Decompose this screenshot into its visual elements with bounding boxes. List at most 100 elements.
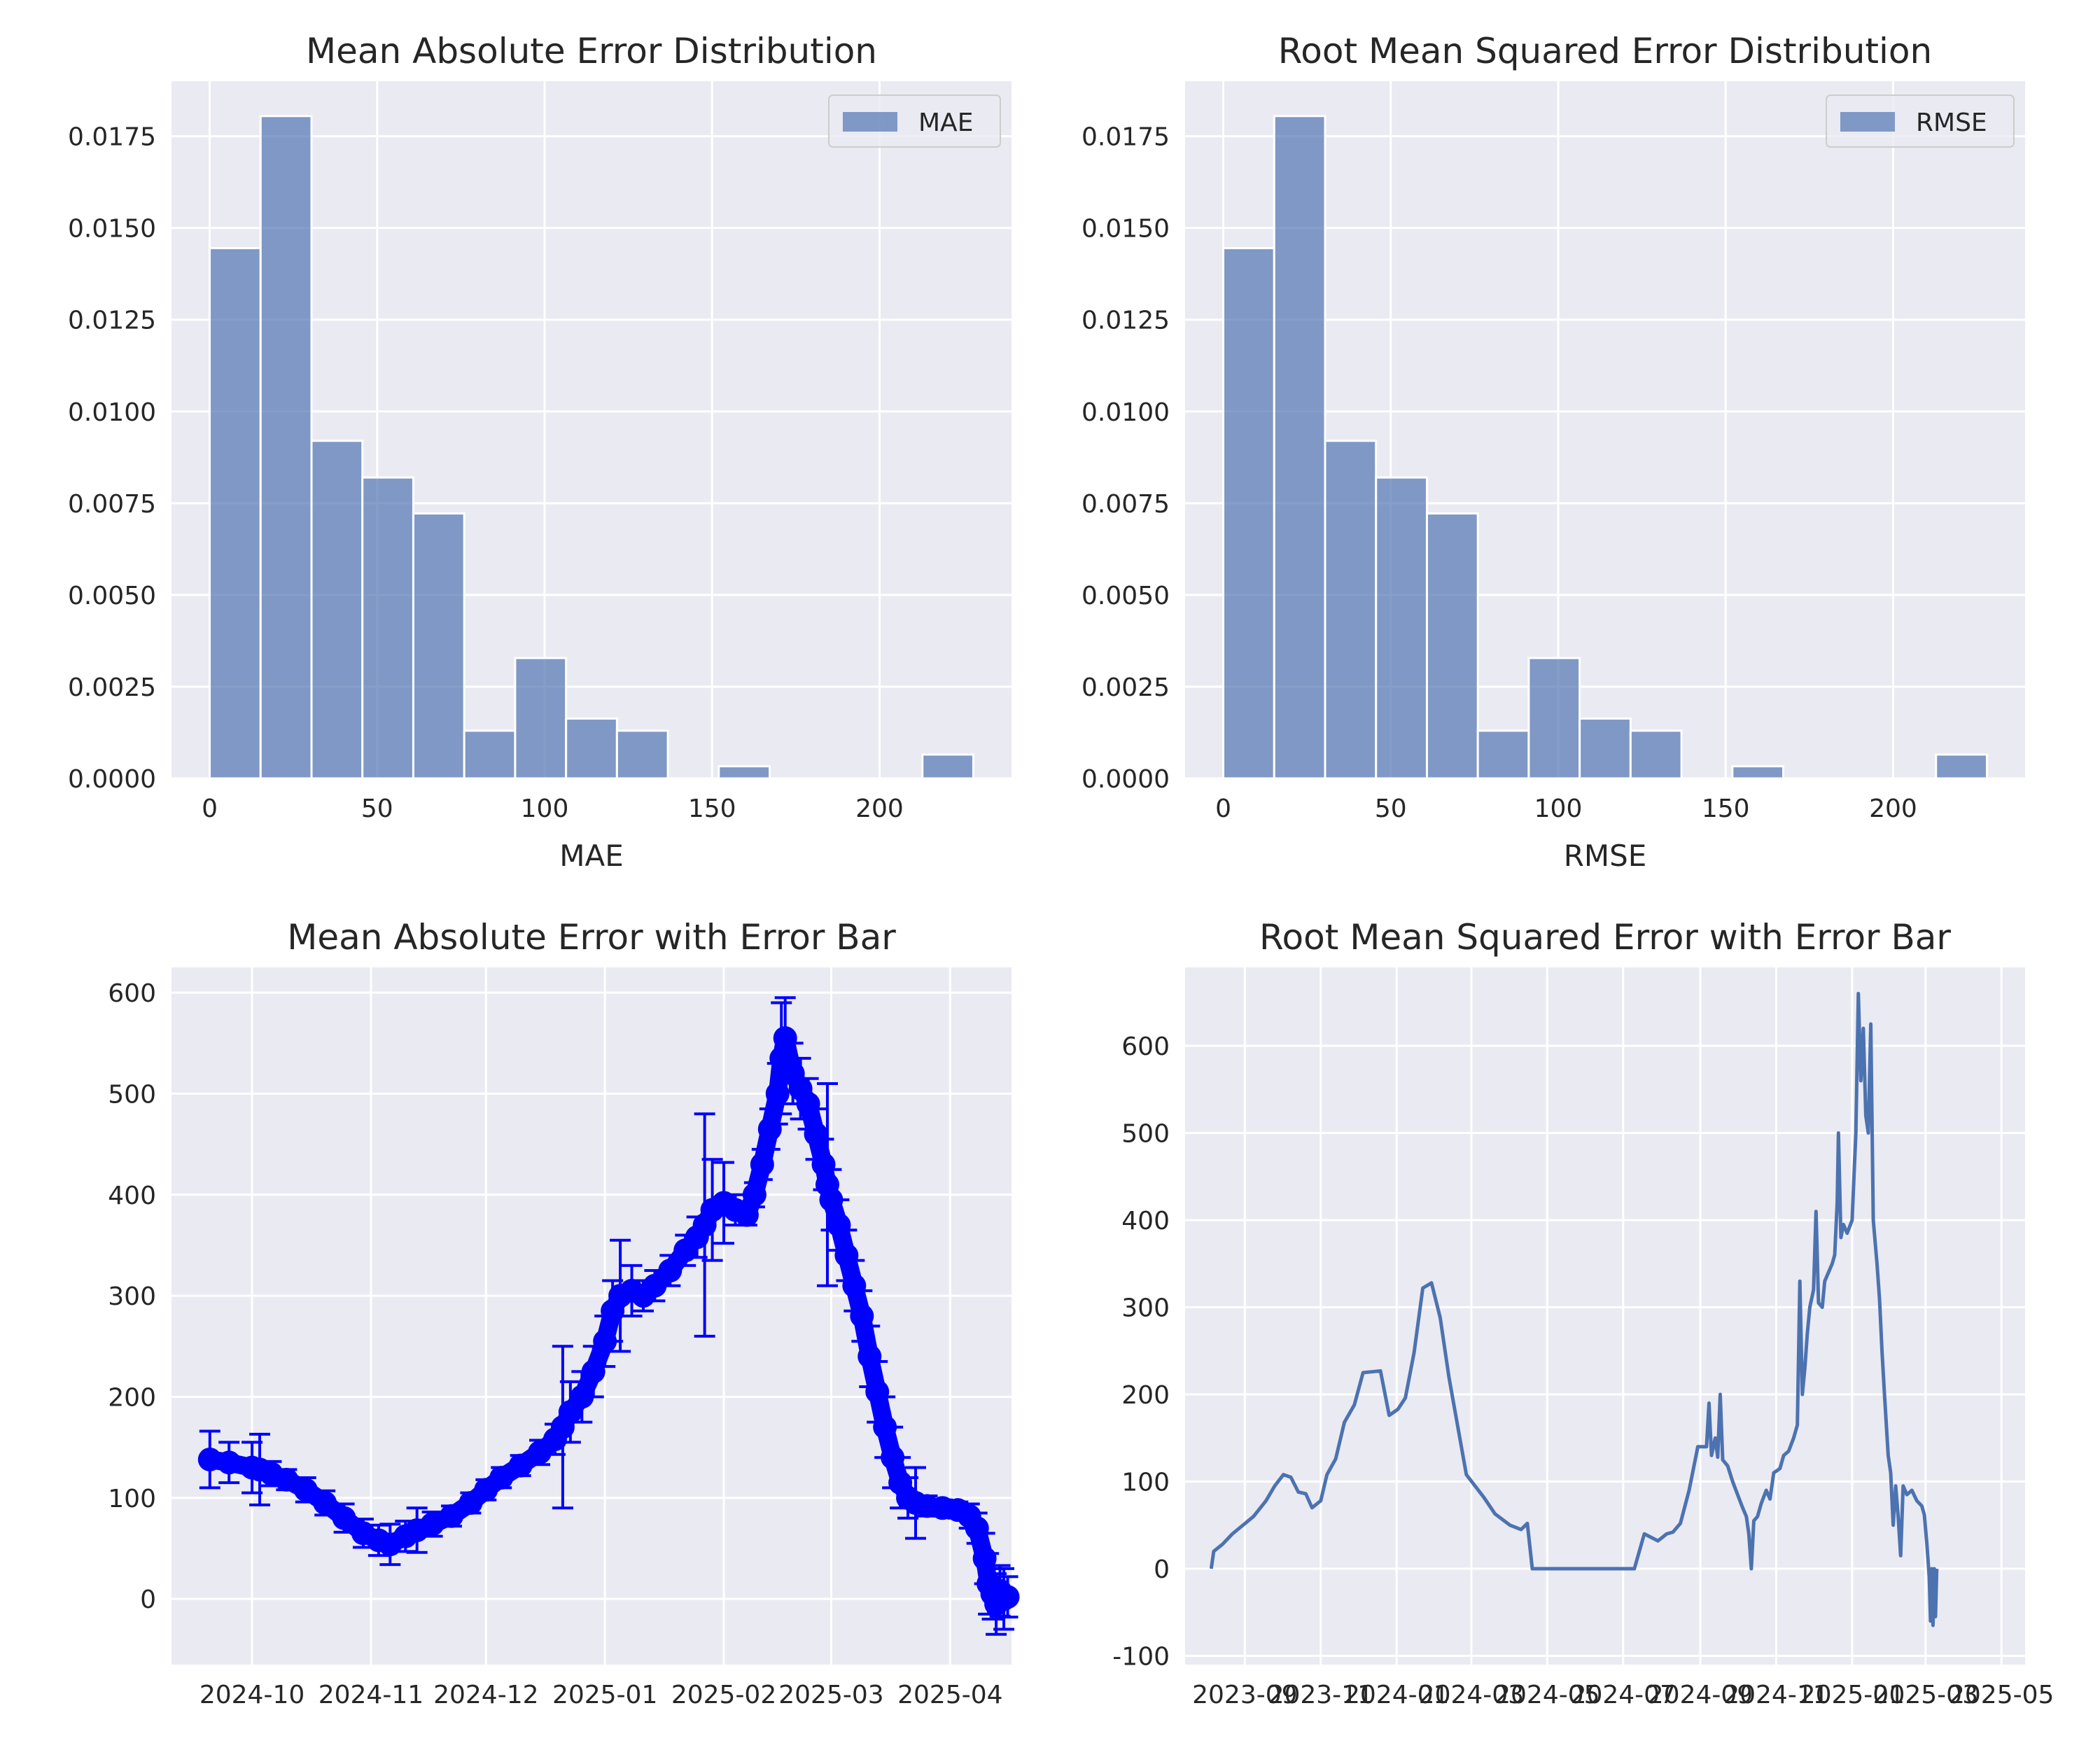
y-tick-label: 600 <box>108 979 156 1008</box>
histogram-bar <box>921 753 974 780</box>
data-point <box>765 1082 790 1106</box>
legend-label: MAE <box>918 108 973 137</box>
histogram-bar <box>1273 115 1326 780</box>
rmse-histogram-panel: 0 50 100 150 200 0.0000 0.0025 0.0050 0.0075 0.01… <box>1082 31 2025 873</box>
y-tick-label: 400 <box>1121 1207 1170 1236</box>
grid-lines <box>1185 967 2025 1665</box>
x-tick-label: 2024-12 <box>433 1681 538 1709</box>
data-point <box>850 1304 874 1328</box>
histogram-bar <box>1935 753 1988 780</box>
errorbar-points <box>197 996 1020 1636</box>
y-tick-label: -100 <box>1112 1643 1170 1672</box>
chart-title: Root Mean Squared Error Distribution <box>1278 31 1932 71</box>
x-tick-label: 2025-05 <box>1949 1681 2054 1709</box>
x-tick-label: 2023-09 <box>1192 1681 1297 1709</box>
y-tick-label: 500 <box>108 1080 156 1109</box>
data-point <box>440 1504 463 1528</box>
histogram-bar <box>514 657 568 780</box>
chart-title: Root Mean Squared Error with Error Bar <box>1259 917 1951 958</box>
x-axis-label: MAE <box>559 839 624 873</box>
histogram-bar <box>1629 729 1683 780</box>
series-line <box>1209 991 1939 1628</box>
x-tick-label: 2025-03 <box>1873 1681 1978 1709</box>
x-tick-label: 2024-03 <box>1419 1681 1524 1709</box>
data-point <box>734 1203 759 1227</box>
y-tick-label: 0.0050 <box>1082 582 1170 610</box>
data-point <box>570 1385 594 1409</box>
data-point <box>293 1478 318 1502</box>
y-tick-label: 300 <box>1121 1294 1170 1323</box>
tick-labels: 2024-10 2024-11 2024-12 2025-01 2025-02 2025-… <box>108 979 1002 1709</box>
histogram-bar <box>259 115 313 780</box>
data-point <box>581 1359 606 1384</box>
histogram-bar <box>1375 476 1428 780</box>
x-tick-label: 50 <box>361 794 393 823</box>
histogram-bar <box>1578 718 1632 780</box>
data-point <box>658 1259 682 1283</box>
series-line-path <box>1209 991 1939 1628</box>
histogram-bar <box>615 729 669 780</box>
x-tick-label: 2025-04 <box>897 1681 1002 1709</box>
y-tick-label: 0 <box>1154 1555 1170 1584</box>
histogram-bar <box>361 476 414 780</box>
x-tick-label: 2024-05 <box>1494 1681 1600 1709</box>
chart-title: Mean Absolute Error Distribution <box>306 31 877 71</box>
histogram-bar <box>1324 440 1378 780</box>
x-tick-label: 200 <box>1869 794 1917 823</box>
data-point <box>995 1585 1020 1609</box>
data-point <box>420 1512 444 1536</box>
data-point <box>742 1182 766 1207</box>
x-tick-label: 150 <box>1702 794 1750 823</box>
plot-area <box>172 967 1011 1665</box>
data-point <box>750 1152 774 1177</box>
legend-box <box>828 94 1001 148</box>
histogram-bar <box>1527 657 1581 780</box>
legend: RMSE <box>1826 94 2015 148</box>
y-tick-label: 0.0075 <box>68 490 156 519</box>
y-tick-label: 200 <box>1121 1381 1170 1410</box>
histogram-bars <box>1222 115 1988 780</box>
data-point <box>489 1465 514 1490</box>
histogram-bar <box>412 512 465 780</box>
tick-labels: 2023-092023-112024-012024-032024-052024-… <box>1112 1032 2054 1709</box>
mae-histogram-panel: 0 50 100 150 200 0.0000 0.0025 0.0050 0.0075 0.01… <box>68 31 1011 873</box>
x-tick-label: 150 <box>688 794 736 823</box>
histogram-bar <box>1731 765 1785 780</box>
y-tick-label: 0.0050 <box>68 582 156 610</box>
data-point <box>274 1467 299 1492</box>
y-tick-label: 0.0100 <box>1082 398 1170 427</box>
histogram-bars <box>209 115 974 780</box>
y-tick-label: 0.0025 <box>1082 673 1170 702</box>
y-tick-label: 100 <box>108 1485 156 1513</box>
y-tick-label: 0.0000 <box>68 765 156 794</box>
y-tick-label: 0.0075 <box>1082 490 1170 519</box>
data-point <box>197 1447 222 1471</box>
x-tick-label: 100 <box>1534 794 1583 823</box>
legend-swatch <box>1840 112 1895 132</box>
data-point <box>643 1273 667 1298</box>
y-tick-label: 0 <box>140 1586 156 1614</box>
histogram-bar <box>463 729 517 780</box>
x-tick-label: 2025-01 <box>552 1681 657 1709</box>
y-tick-label: 0.0150 <box>68 215 156 244</box>
data-point <box>313 1491 337 1516</box>
rmse-line-panel: 2023-092023-112024-012024-032024-052024-… <box>1112 917 2054 1709</box>
x-tick-label: 2024-10 <box>200 1681 304 1709</box>
y-tick-label: 600 <box>1121 1032 1170 1061</box>
histogram-bar <box>718 765 771 780</box>
data-point <box>508 1453 533 1478</box>
y-tick-label: 0.0175 <box>1082 123 1170 152</box>
y-tick-label: 400 <box>108 1182 156 1210</box>
x-axis-label: RMSE <box>1564 839 1647 873</box>
data-point <box>332 1506 356 1530</box>
x-tick-label: 2025-01 <box>1800 1681 1905 1709</box>
x-tick-label: 0 <box>1215 794 1231 823</box>
x-tick-label: 200 <box>855 794 904 823</box>
legend-swatch <box>843 112 897 132</box>
legend-label: RMSE <box>1916 108 1987 137</box>
y-tick-label: 0.0125 <box>68 307 156 335</box>
y-tick-label: 0.0100 <box>68 398 156 427</box>
x-tick-label: 0 <box>202 794 218 823</box>
y-tick-label: 100 <box>1121 1469 1170 1497</box>
histogram-bar <box>209 247 262 780</box>
